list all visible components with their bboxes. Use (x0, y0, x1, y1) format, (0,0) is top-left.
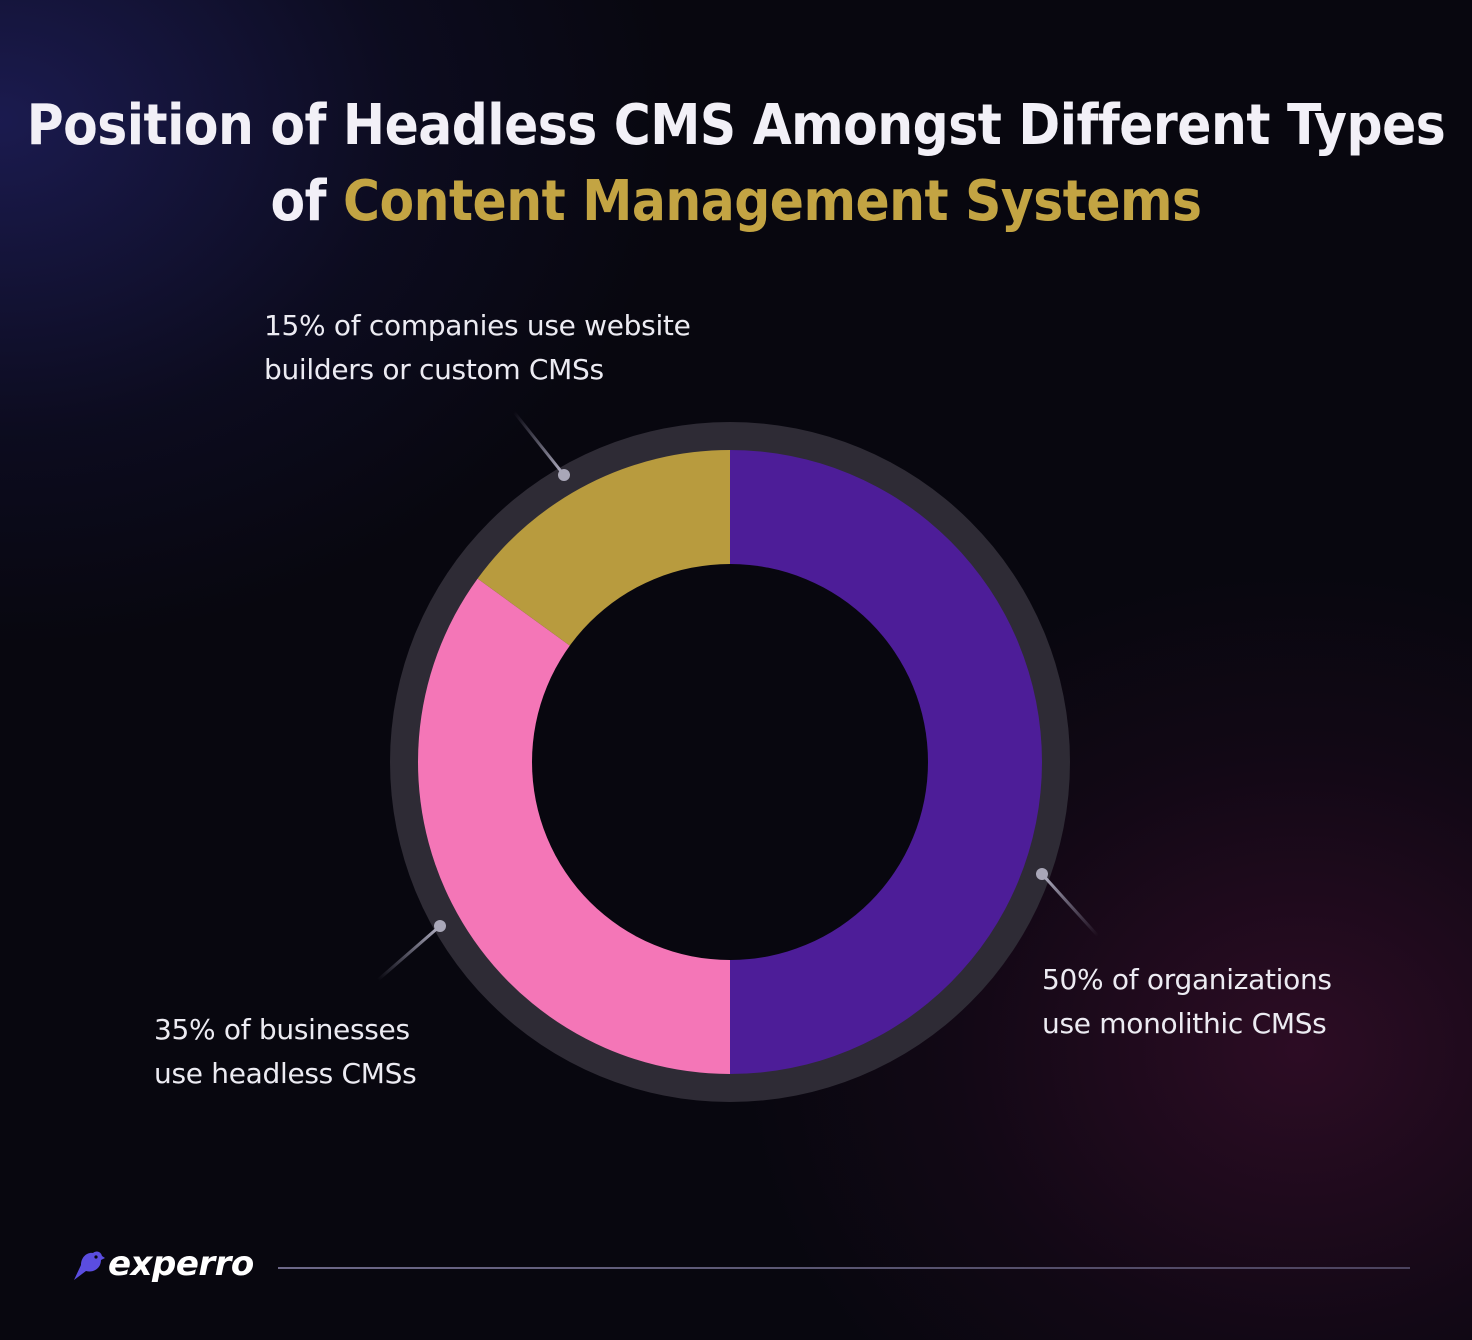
leader-line-headless (377, 924, 441, 982)
logo-text: experro (108, 1244, 254, 1284)
leader-dot-monolithic (1036, 868, 1048, 880)
leader-line-builders (512, 411, 566, 476)
title-line-2: of Content Management Systems (270, 169, 1202, 234)
label-monolithic: 50% of organizations use monolithic CMSs (1042, 963, 1332, 1040)
footer-divider (278, 1267, 1410, 1269)
bird-icon (74, 1251, 105, 1280)
label-builders: 15% of companies use website builders or… (264, 309, 691, 386)
title-highlight: Content Management Systems (343, 169, 1202, 234)
donut-hole (532, 564, 928, 960)
experro-logo: experro (72, 1244, 254, 1284)
chart-title: Position of Headless CMS Amongst Differe… (0, 88, 1472, 240)
label-headless: 35% of businesses use headless CMSs (154, 1013, 417, 1090)
leader-line-monolithic (1040, 872, 1100, 938)
leader-dot-headless (434, 920, 446, 932)
leader-dot-builders (558, 469, 570, 481)
title-line-1: Position of Headless CMS Amongst Differe… (26, 93, 1446, 158)
